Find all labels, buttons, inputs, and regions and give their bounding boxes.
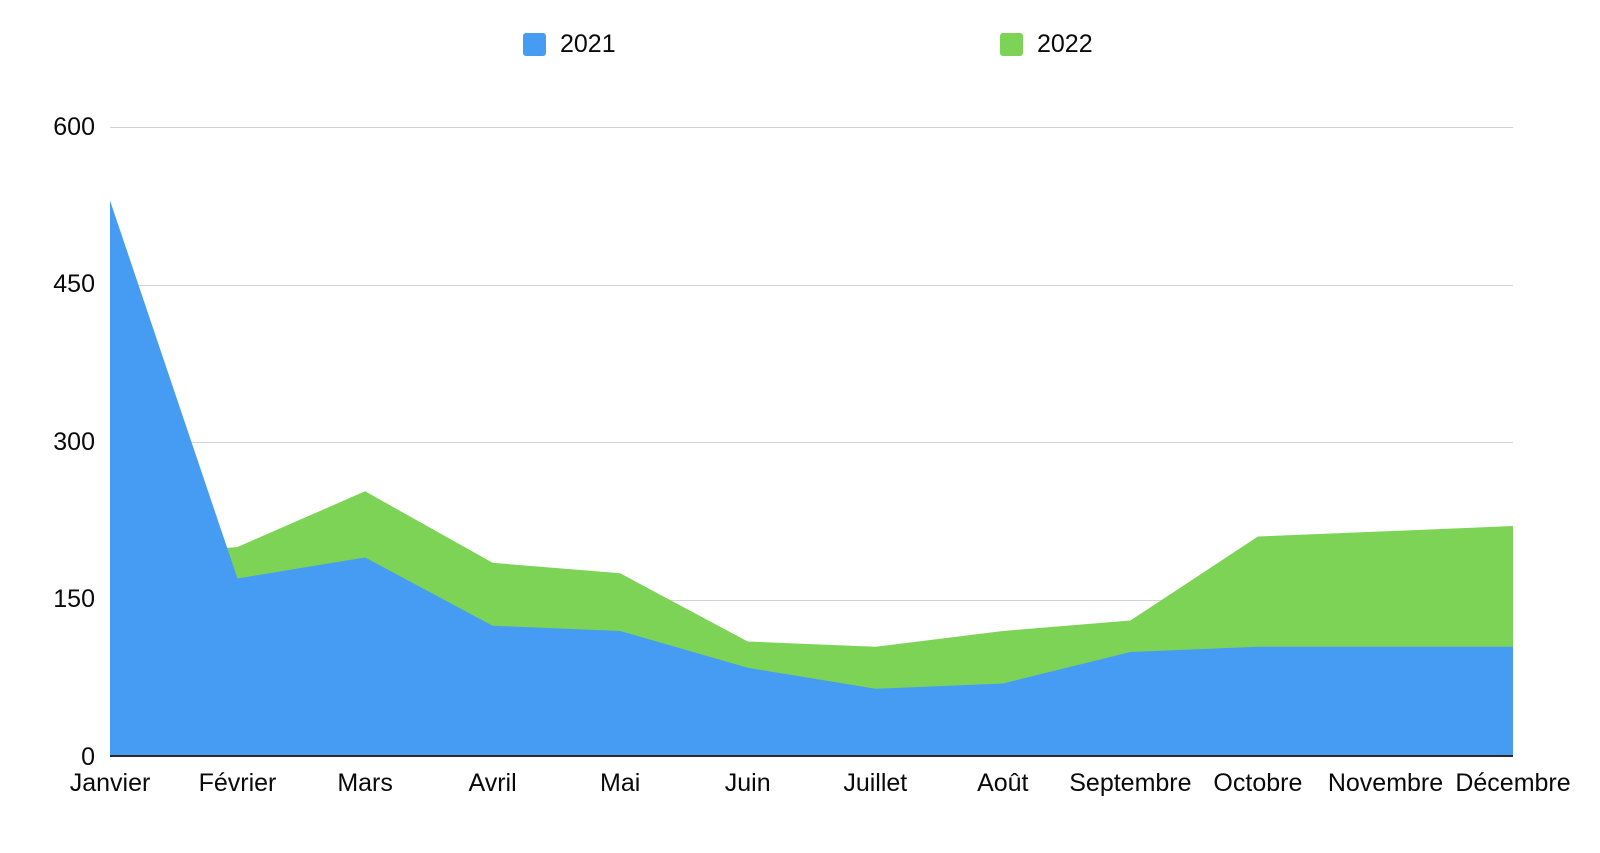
x-tick-label: Septembre — [1069, 769, 1192, 797]
y-tick-label: 450 — [53, 270, 95, 298]
legend-item-2021: 2021 — [523, 30, 616, 58]
x-tick-label: Mars — [337, 769, 393, 797]
plot-area — [110, 127, 1513, 757]
x-tick-label: Août — [977, 769, 1029, 797]
x-tick-label: Décembre — [1455, 769, 1571, 797]
series-2021-area — [110, 200, 1513, 757]
x-tick-label: Novembre — [1327, 769, 1444, 797]
legend-swatch — [1000, 32, 1023, 56]
x-axis: Janvier Février Mars Avril Mai Juin Juil… — [70, 768, 1571, 802]
x-tick-label: Octobre — [1213, 769, 1303, 797]
y-tick-label: 600 — [53, 113, 95, 141]
legend-label: 2022 — [1037, 30, 1093, 58]
legend-item-2022: 2022 — [1000, 30, 1093, 58]
y-tick-label: 0 — [81, 743, 95, 771]
x-tick-label: Mai — [600, 769, 641, 797]
x-tick-label: Février — [198, 769, 277, 797]
x-tick-label: Juin — [724, 769, 771, 797]
x-tick-label: Janvier — [69, 769, 151, 797]
y-tick-label: 300 — [53, 428, 95, 456]
y-tick-label: 150 — [53, 585, 95, 613]
x-tick-label: Avril — [468, 769, 517, 797]
area-chart-svg — [110, 127, 1513, 757]
legend-swatch — [523, 32, 546, 56]
x-tick-label: Juillet — [843, 769, 908, 797]
legend-label: 2021 — [560, 30, 616, 58]
